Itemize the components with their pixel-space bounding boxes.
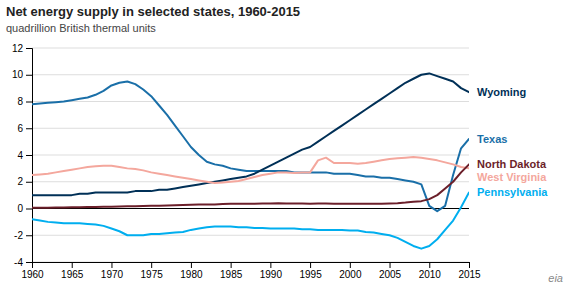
x-tick: 2015 (458, 262, 481, 280)
y-tick: 12 (12, 43, 32, 54)
y-axis: -4 -2 0 2 4 6 8 10 12 (12, 43, 33, 268)
grid-line (32, 74, 469, 75)
y-tick-label: 0 (17, 203, 23, 214)
x-tick-label: 1960 (21, 269, 44, 280)
y-tick-mark (26, 75, 32, 76)
x-tick-label: 2005 (379, 269, 402, 280)
series-line (32, 192, 469, 248)
grid-line (32, 155, 469, 156)
y-tick-label: -4 (14, 257, 23, 268)
x-tick: 2000 (339, 262, 362, 280)
x-tick-label: 1970 (101, 269, 124, 280)
y-tick-mark (26, 48, 32, 49)
x-tick-mark (111, 262, 112, 268)
x-tick-label: 1975 (141, 269, 164, 280)
annotation: eia (548, 272, 563, 284)
x-tick-mark (72, 262, 73, 268)
x-tick-label: 1965 (61, 269, 84, 280)
title: Net energy supply in selected states, 19… (6, 4, 300, 19)
subtitle: quadrillion British thermal units (6, 22, 156, 34)
y-tick-label: 2 (17, 176, 23, 187)
x-tick: 1990 (260, 262, 283, 280)
x-tick-mark (270, 262, 271, 268)
series-line (32, 164, 469, 207)
y-tick-label: -2 (14, 230, 23, 241)
lines (32, 73, 469, 248)
y-tick-mark (26, 128, 32, 129)
x-tick: 1980 (180, 262, 203, 280)
y-tick: -4 (14, 257, 32, 268)
grid-line (32, 128, 469, 129)
x-tick: 2010 (419, 262, 442, 280)
grid-line (32, 208, 469, 209)
x-tick-mark (231, 262, 232, 268)
x-tick: 1995 (299, 262, 322, 280)
x-tick-label: 1995 (299, 269, 322, 280)
x-tick-label: 2015 (458, 269, 481, 280)
legend-label: Wyoming (477, 86, 526, 98)
grid-line (32, 101, 469, 102)
grid-line (32, 235, 469, 236)
legend-label: North Dakota (477, 158, 547, 170)
y-tick-label: 4 (17, 150, 23, 161)
x-tick-label: 1985 (220, 269, 243, 280)
y-tick-mark (26, 182, 32, 183)
series-line (32, 73, 469, 195)
x-tick: 1970 (101, 262, 124, 280)
y-tick-label: 6 (17, 123, 23, 134)
legend-label: West Virginia (477, 171, 547, 183)
x-tick-mark (390, 262, 391, 268)
y-tick-mark (26, 209, 32, 210)
y-tick-label: 10 (12, 69, 24, 80)
x-tick: 1960 (21, 262, 44, 280)
x-tick-label: 1980 (180, 269, 203, 280)
x-tick-label: 1990 (260, 269, 283, 280)
grid-line (32, 181, 469, 182)
y-tick: 2 (17, 176, 32, 187)
y-tick-mark (26, 155, 32, 156)
legend: Wyoming Texas North DakotaWest Virginia Pen… (477, 86, 548, 198)
x-tick-mark (429, 262, 430, 268)
legend-label: Pennsylvania (477, 186, 548, 198)
y-tick-mark (26, 102, 32, 103)
x-tick-label: 2000 (339, 269, 362, 280)
x-axis: 1960 1965 1970 1975 1980 1985 1990 1995 2000 2005… (21, 262, 481, 280)
x-tick: 1985 (220, 262, 243, 280)
x-axis-line (33, 263, 470, 269)
y-tick: -2 (14, 230, 32, 241)
y-tick-mark (26, 262, 32, 263)
x-tick-mark (469, 262, 470, 268)
y-tick: 0 (17, 203, 32, 214)
y-tick-label: 8 (17, 96, 23, 107)
x-tick: 1975 (141, 262, 164, 280)
y-axis-line (26, 49, 33, 263)
x-tick-mark (151, 262, 152, 268)
series-line (32, 157, 469, 183)
y-tick-mark (26, 235, 32, 236)
chart: Net energy supply in selected states, 19… (0, 0, 569, 288)
y-tick-label: 12 (12, 43, 24, 54)
y-tick: 10 (12, 69, 32, 80)
y-tick: 8 (17, 96, 32, 107)
x-tick: 1965 (61, 262, 84, 280)
y-tick: 6 (17, 123, 32, 134)
x-tick-mark (310, 262, 311, 268)
x-tick-mark (191, 262, 192, 268)
y-tick: 4 (17, 150, 32, 161)
grid-line (32, 48, 469, 49)
x-tick-mark (350, 262, 351, 268)
plot: 1960 1965 1970 1975 1980 1985 1990 1995 2000 2005… (12, 43, 548, 280)
grid (32, 48, 469, 262)
x-tick: 2005 (379, 262, 402, 280)
x-tick-label: 2010 (419, 269, 442, 280)
legend-label: Texas (477, 133, 507, 145)
